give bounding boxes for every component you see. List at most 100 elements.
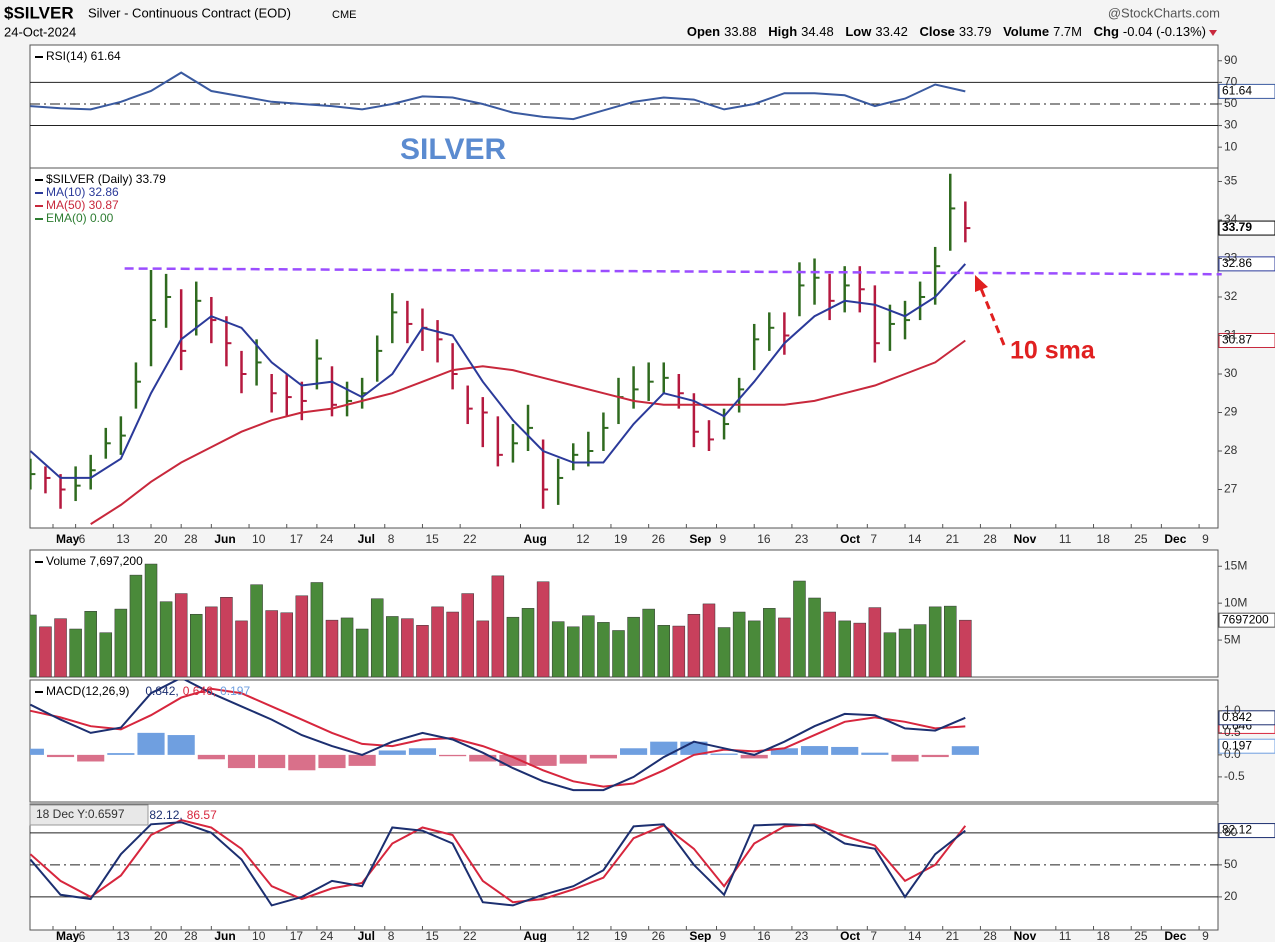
x-tick-label: 24 bbox=[320, 929, 334, 942]
x-tick-label: 28 bbox=[184, 929, 198, 942]
x-tick-label: 9 bbox=[720, 532, 727, 546]
x-tick-label: 7 bbox=[870, 532, 877, 546]
volume-bar bbox=[597, 622, 610, 677]
histogram-bar bbox=[921, 754, 949, 758]
exchange: CME bbox=[332, 9, 356, 21]
x-tick-label: 21 bbox=[946, 929, 960, 942]
histogram-bar bbox=[348, 754, 376, 766]
value-tag: 30.87 bbox=[1222, 333, 1252, 347]
volume-bar bbox=[913, 624, 927, 677]
volume-bar bbox=[205, 606, 218, 677]
x-tick-label: Aug bbox=[523, 929, 546, 942]
histogram-bar bbox=[77, 754, 105, 762]
volume-bar bbox=[84, 611, 97, 677]
value-tag: 61.64 bbox=[1222, 84, 1252, 98]
x-tick-label: 22 bbox=[463, 532, 477, 546]
series-line bbox=[30, 680, 966, 792]
series-line bbox=[30, 263, 967, 479]
y-tick-label: 30 bbox=[1224, 366, 1238, 380]
cursor-readout-box bbox=[29, 804, 149, 826]
y-tick-label: 80 bbox=[1224, 825, 1238, 839]
value-tag: 0.842 bbox=[1222, 710, 1252, 724]
value-tag-box bbox=[1218, 220, 1275, 236]
histogram-bar bbox=[620, 748, 648, 755]
volume-bar bbox=[959, 619, 972, 677]
series-line bbox=[30, 687, 966, 788]
value-tag-box bbox=[1218, 738, 1275, 754]
volume-bar bbox=[928, 606, 942, 677]
volume-bar bbox=[250, 584, 263, 677]
histogram-bar bbox=[499, 754, 527, 766]
legend-entry: 0.197 bbox=[220, 684, 250, 698]
x-tick-label: 28 bbox=[983, 532, 997, 546]
source: @StockCharts.com bbox=[1108, 5, 1220, 20]
volume-bar bbox=[642, 608, 655, 677]
volume-bar bbox=[431, 606, 444, 677]
volume-bar bbox=[446, 611, 459, 677]
stat-label: High bbox=[768, 24, 797, 39]
value-tag: 0.197 bbox=[1222, 738, 1252, 752]
volume-bar bbox=[325, 619, 339, 677]
date: 24-Oct-2024 bbox=[4, 24, 76, 39]
annotation-label: 10 sma bbox=[1010, 337, 1096, 365]
histogram-bar bbox=[30, 748, 44, 755]
volume-bar bbox=[506, 616, 520, 677]
panel-marks bbox=[30, 818, 1218, 907]
volume-bar bbox=[235, 620, 248, 677]
x-tick-label: Jul bbox=[358, 929, 375, 942]
x-tick-label: 19 bbox=[614, 532, 628, 546]
y-tick-label: 10M bbox=[1224, 595, 1247, 609]
volume-bar bbox=[732, 611, 746, 677]
x-tick-label: 10 bbox=[252, 532, 266, 546]
x-tick-label: 14 bbox=[908, 929, 922, 942]
volume-bar bbox=[355, 628, 369, 677]
volume-bar bbox=[747, 620, 761, 677]
x-tick-label: 24 bbox=[320, 532, 334, 546]
stat-label: Open bbox=[687, 24, 720, 39]
histogram-bar bbox=[710, 753, 738, 755]
panel-marks bbox=[30, 563, 972, 677]
volume-bar bbox=[717, 627, 731, 677]
x-tick-label: Oct bbox=[840, 929, 860, 942]
volume-bar bbox=[401, 618, 414, 677]
cursor-readout: 18 Dec Y:0.6597 bbox=[36, 807, 125, 821]
x-tick-label: 19 bbox=[614, 929, 628, 942]
y-tick-label: 0.0 bbox=[1224, 747, 1241, 761]
x-tick-label: 15 bbox=[425, 929, 439, 942]
x-tick-label: 11 bbox=[1059, 532, 1072, 546]
volume-bar bbox=[853, 622, 867, 677]
histogram-bar bbox=[318, 754, 346, 769]
histogram-bar bbox=[378, 750, 406, 755]
value-tag: 33.79 bbox=[1222, 220, 1252, 234]
volume-bar bbox=[99, 632, 113, 677]
x-tick-label: 7 bbox=[870, 929, 877, 942]
x-tick-label: 20 bbox=[154, 929, 168, 942]
stat-value: 33.79 bbox=[959, 24, 992, 39]
volume-bar bbox=[491, 575, 505, 677]
legend-entry: RSI(14) 61.64 bbox=[46, 49, 121, 63]
value-tags: 30.87 32.86 33.79 bbox=[1218, 220, 1275, 348]
symbol: $SILVER bbox=[4, 3, 74, 22]
value-tag: 32.86 bbox=[1222, 256, 1252, 270]
volume-bar bbox=[536, 581, 550, 677]
stat-value: 33.42 bbox=[875, 24, 908, 39]
x-tick-label: Jun bbox=[214, 532, 235, 546]
volume-bar bbox=[898, 628, 912, 677]
histogram-bar bbox=[650, 741, 678, 755]
stat-label: Close bbox=[920, 24, 955, 39]
y-tick-label: 1.0 bbox=[1224, 703, 1241, 717]
panel-marks bbox=[30, 173, 971, 525]
legend-entry: 86.57 bbox=[187, 808, 217, 822]
x-tick-label: 13 bbox=[116, 929, 130, 942]
trendline bbox=[124, 267, 1222, 276]
volume-bar bbox=[159, 601, 173, 677]
volume-bar bbox=[129, 574, 143, 677]
histogram-bar bbox=[589, 754, 617, 759]
y-tick-label: 29 bbox=[1224, 405, 1238, 419]
histogram-bar bbox=[891, 754, 919, 762]
volume-bar bbox=[944, 605, 957, 677]
y-tick-label: 20 bbox=[1224, 889, 1238, 903]
histogram-bar bbox=[831, 746, 859, 755]
histogram-bar bbox=[800, 746, 829, 755]
